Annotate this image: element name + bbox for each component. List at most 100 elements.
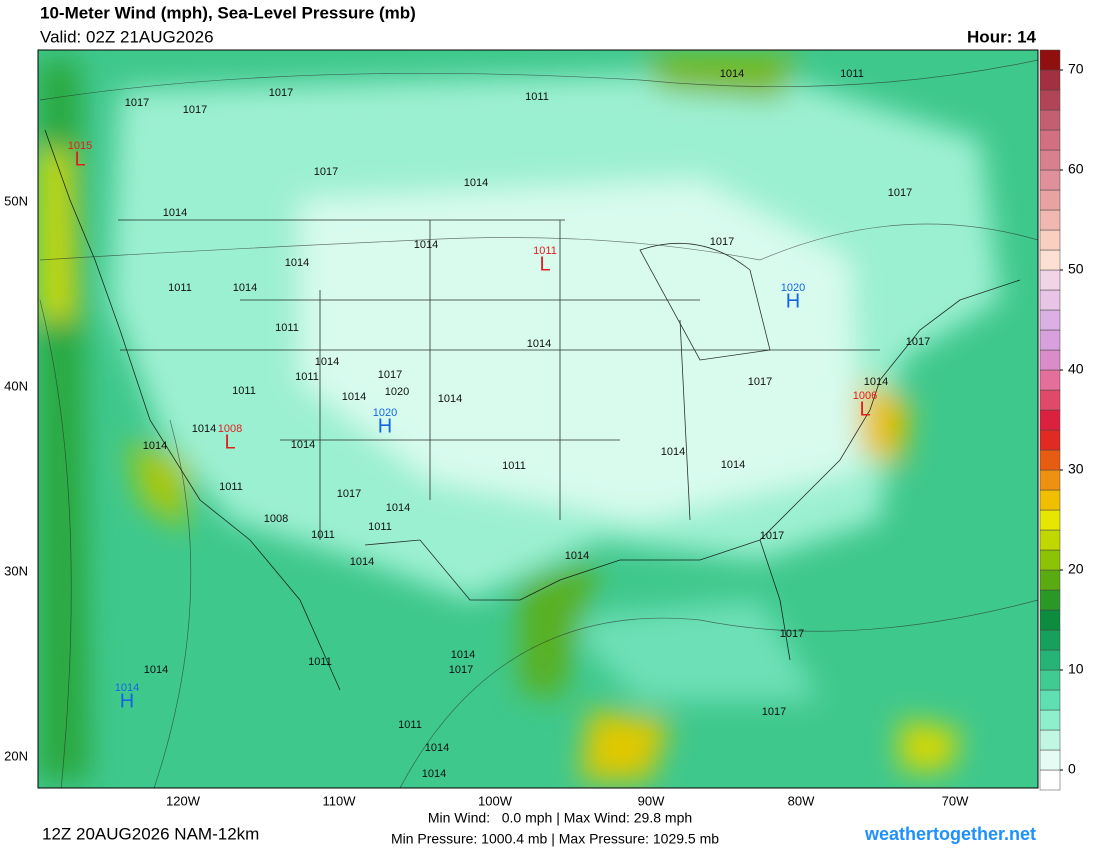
- site-credit[interactable]: weathertogether.net: [864, 824, 1036, 844]
- isobar-label: 1014: [864, 376, 888, 388]
- center-type: L: [74, 148, 85, 170]
- lat-label: 50N: [4, 193, 28, 208]
- lat-label: 30N: [4, 563, 28, 578]
- center-type: H: [120, 690, 134, 712]
- colorbar-box: [1039, 509, 1061, 531]
- center-type: L: [224, 431, 235, 453]
- isobar-label: 1011: [368, 521, 392, 533]
- isobar-label: 1020: [385, 386, 409, 398]
- isobar-label: 1014: [414, 239, 438, 251]
- isobar-label: 1017: [378, 369, 402, 381]
- colorbar-box: [1039, 249, 1061, 271]
- colorbar-tick-label: 40: [1068, 361, 1084, 377]
- valid-time: Valid: 02Z 21AUG2026: [40, 27, 214, 46]
- lat-label: 40N: [4, 378, 28, 393]
- colorbar-box: [1039, 189, 1061, 211]
- isobar-label: 1011: [398, 719, 422, 731]
- colorbar-box: [1039, 389, 1061, 411]
- isobar-label: 1014: [438, 393, 462, 405]
- isobar-label: 1014: [425, 742, 449, 754]
- isobar-label: 1017: [906, 336, 930, 348]
- isobar-label: 1011: [295, 371, 319, 383]
- isobar-label: 1017: [748, 376, 772, 388]
- isobar-label: 1017: [780, 628, 804, 640]
- isobar-label: 1014: [342, 391, 366, 403]
- colorbar-box: [1039, 549, 1061, 571]
- colorbar-box: [1039, 609, 1061, 631]
- isobar-label: 1011: [275, 322, 299, 334]
- colorbar-box: [1039, 449, 1061, 471]
- center-value: 1015: [68, 140, 92, 152]
- isobar-label: 1011: [525, 91, 549, 103]
- center-value: 1020: [781, 282, 805, 294]
- colorbar-box: [1039, 769, 1061, 791]
- isobar-label: 1014: [451, 649, 475, 661]
- isobar-label: 1014: [291, 439, 315, 451]
- isobar-label: 1014: [527, 338, 551, 350]
- isobar-label: 1014: [192, 423, 216, 435]
- lon-label: 120W: [166, 793, 201, 808]
- colorbar-box: [1039, 469, 1061, 491]
- colorbar-box: [1039, 409, 1061, 431]
- colorbar-box: [1039, 109, 1061, 131]
- colorbar-tick-label: 60: [1068, 161, 1084, 177]
- isobar-label: 1014: [143, 440, 167, 452]
- isobar-label: 1017: [888, 187, 912, 199]
- lon-label: 100W: [478, 793, 513, 808]
- map-field: [38, 50, 1038, 788]
- center-type: H: [378, 415, 392, 437]
- isobar-label: 1011: [502, 460, 526, 472]
- lon-label: 80W: [788, 793, 815, 808]
- colorbar-box: [1039, 589, 1061, 611]
- map-frame: [37, 49, 1039, 789]
- colorbar-box: [1039, 369, 1061, 391]
- lon-label: 70W: [942, 793, 969, 808]
- colorbar-box: [1039, 229, 1061, 251]
- colorbar-box: [1039, 329, 1061, 351]
- center-value: 1014: [115, 682, 139, 694]
- lon-label: 90W: [638, 793, 665, 808]
- colorbar-box: [1039, 269, 1061, 291]
- isobar-label: 1011: [840, 68, 864, 80]
- isobar-label: 1017: [449, 664, 473, 676]
- center-type: L: [859, 398, 870, 420]
- colorbar-box: [1039, 689, 1061, 711]
- isobar-label: 1014: [720, 68, 744, 80]
- colorbar-box: [1039, 349, 1061, 371]
- isobar-label: 1014: [386, 502, 410, 514]
- isobar-label: 1014: [315, 356, 339, 368]
- isobar-label: 1014: [285, 257, 309, 269]
- colorbar-box: [1039, 749, 1061, 771]
- isobar-label: 1014: [233, 282, 257, 294]
- model-run: 12Z 20AUG2026 NAM-12km: [42, 824, 259, 843]
- center-type: L: [539, 253, 550, 275]
- colorbar-box: [1039, 669, 1061, 691]
- center-value: 1020: [373, 407, 397, 419]
- pressure-stats: Min Pressure: 1000.4 mb | Max Pressure: …: [391, 831, 719, 847]
- center-type: H: [786, 290, 800, 312]
- colorbar-box: [1039, 429, 1061, 451]
- isobar-label: 1011: [219, 481, 243, 493]
- isobar-label: 1011: [311, 529, 335, 541]
- colorbar-box: [1039, 129, 1061, 151]
- colorbar-box: [1039, 89, 1061, 111]
- colorbar-box: [1039, 649, 1061, 671]
- colorbar-box: [1039, 289, 1061, 311]
- colorbar-box: [1039, 629, 1061, 651]
- isobar-label: 1017: [762, 706, 786, 718]
- forecast-hour: Hour: 14: [967, 27, 1037, 46]
- isobar-label: 1014: [721, 459, 745, 471]
- isobar-label: 1017: [710, 236, 734, 248]
- center-value: 1006: [853, 390, 877, 402]
- colorbar-tick-label: 50: [1068, 261, 1084, 277]
- colorbar-box: [1039, 729, 1061, 751]
- wind-stats: Min Wind: 0.0 mph | Max Wind: 29.8 mph: [428, 810, 692, 826]
- isobar-label: 1014: [350, 556, 374, 568]
- colorbar-tick-label: 20: [1068, 561, 1084, 577]
- lon-label: 110W: [323, 793, 357, 808]
- isobar-label: 1011: [308, 656, 332, 668]
- colorbar-box: [1039, 49, 1061, 71]
- isobar-label: 1011: [168, 282, 192, 294]
